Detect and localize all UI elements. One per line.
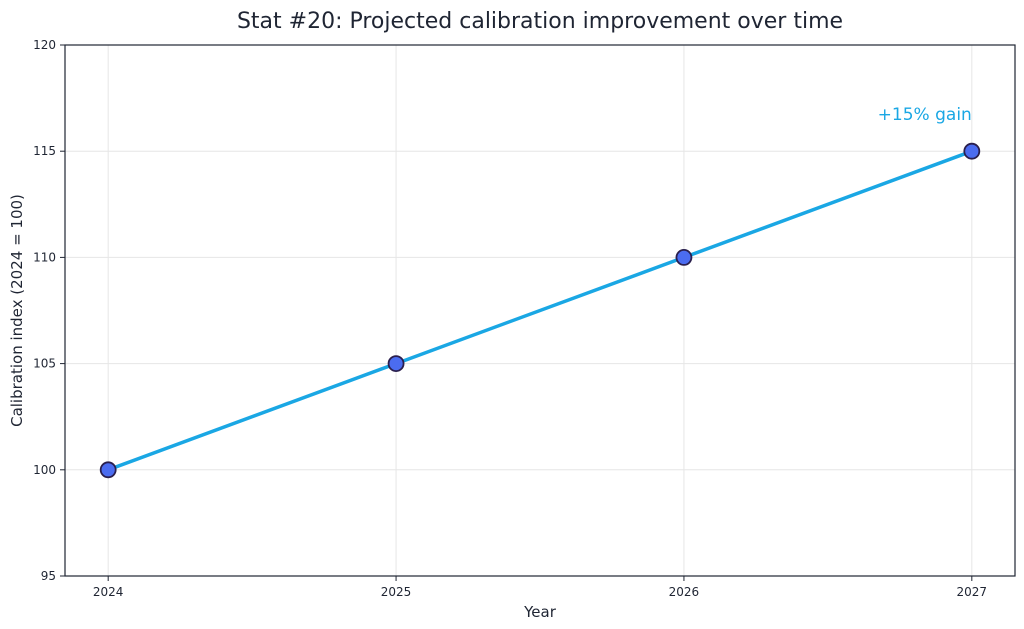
y-tick-label: 95 bbox=[41, 569, 56, 583]
y-tick-label: 105 bbox=[33, 357, 56, 371]
chart-title: Stat #20: Projected calibration improvem… bbox=[237, 9, 843, 34]
data-point-marker bbox=[387, 355, 405, 373]
series-line bbox=[106, 149, 974, 472]
annotations: +15% gain bbox=[878, 105, 972, 125]
x-axis-ticks: 2024 2025 2026 2027 bbox=[93, 576, 987, 599]
x-tick-label: 2027 bbox=[957, 585, 988, 599]
x-tick-label: 2026 bbox=[669, 585, 700, 599]
y-tick-label: 115 bbox=[33, 144, 56, 158]
x-tick-label: 2024 bbox=[93, 585, 124, 599]
y-tick-label: 100 bbox=[33, 463, 56, 477]
data-point-marker bbox=[675, 248, 693, 266]
plot-area-frame bbox=[64, 44, 1016, 577]
x-axis-label: Year bbox=[523, 603, 557, 621]
y-tick-label: 120 bbox=[33, 38, 56, 52]
data-point-marker bbox=[99, 461, 117, 479]
data-point-marker bbox=[963, 142, 981, 160]
y-axis-ticks: 95 100 105 110 115 120 bbox=[33, 38, 65, 583]
x-tick-label: 2025 bbox=[381, 585, 412, 599]
y-axis-label: Calibration index (2024 = 100) bbox=[8, 194, 26, 427]
annotation-label: +15% gain bbox=[878, 105, 972, 125]
y-tick-label: 110 bbox=[33, 250, 56, 264]
series-layer bbox=[99, 142, 981, 479]
